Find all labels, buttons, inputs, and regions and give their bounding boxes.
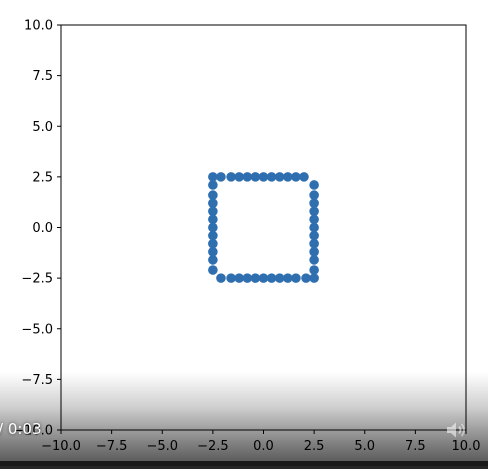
x-tick-label: −5.0 [146, 439, 178, 454]
volume-button[interactable] [444, 419, 468, 441]
y-tick-label: 7.5 [32, 69, 53, 84]
data-point [226, 273, 236, 283]
y-axis: 10.07.55.02.50.0−2.5−5.0−7.5−10.0 [13, 19, 61, 439]
y-tick-label: −5.0 [21, 322, 53, 337]
data-point [301, 273, 311, 283]
data-point [309, 180, 319, 190]
data-point [299, 172, 309, 182]
volume-icon [444, 419, 468, 441]
time-display: / 0:03 [0, 418, 42, 440]
x-tick-label: 0.0 [253, 439, 274, 454]
y-tick-label: 5.0 [32, 120, 53, 135]
data-point [216, 273, 226, 283]
x-tick-label: 5.0 [354, 439, 375, 454]
data-point [208, 180, 218, 190]
y-tick-label: −7.5 [21, 373, 53, 388]
y-tick-label: 2.5 [32, 170, 53, 185]
x-tick-label: −7.5 [96, 439, 128, 454]
x-tick-label: −10.0 [41, 439, 81, 454]
y-tick-label: −2.5 [21, 272, 53, 287]
x-axis: −10.0 −7.5 −5.0 −2.5 0.0 2.5 5.0 7.5 10.0 [41, 430, 480, 454]
y-tick-label: 10.0 [24, 19, 53, 34]
data-point [208, 190, 218, 200]
data-point [208, 265, 218, 275]
plot-area [61, 25, 466, 430]
x-tick-label: 10.0 [452, 439, 481, 454]
x-tick-label: −2.5 [197, 439, 229, 454]
data-point [216, 172, 226, 182]
x-tick-label: 2.5 [304, 439, 325, 454]
data-point [309, 255, 319, 265]
x-tick-label: 7.5 [405, 439, 426, 454]
y-tick-label: 0.0 [32, 221, 53, 236]
